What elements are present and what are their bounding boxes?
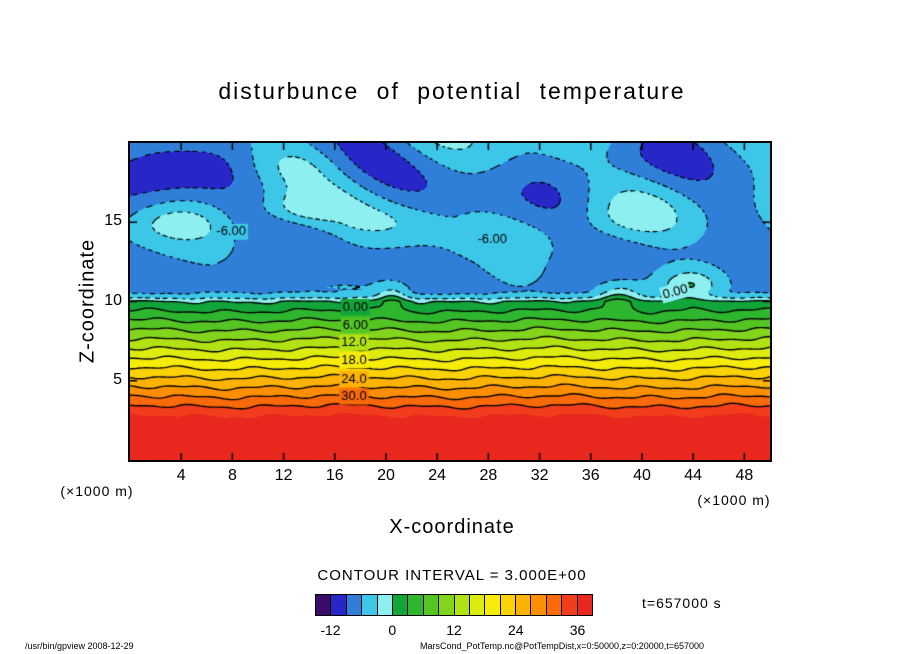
z-tick-label: 15 xyxy=(104,212,122,230)
x-tick-label: 32 xyxy=(530,467,549,484)
x-tick-label: 28 xyxy=(479,467,498,484)
x-tick-label: 36 xyxy=(581,467,600,484)
colorbar-tick-label: 12 xyxy=(446,622,462,638)
colorbar-cell xyxy=(345,595,362,615)
colorbar-tick-label: -12 xyxy=(320,622,341,638)
x-tick-label: 24 xyxy=(428,467,447,484)
footer-command-line: /usr/bin/gpview 2008-12-29 xyxy=(25,641,134,651)
colorbar-cell xyxy=(391,595,408,615)
colorbar-cell xyxy=(376,595,392,615)
x-tick-label: 20 xyxy=(377,467,395,484)
z-tick-label: 10 xyxy=(104,291,122,309)
time-label: t=657000 s xyxy=(642,595,722,611)
colorbar-cell xyxy=(422,595,439,615)
colorbar-cell xyxy=(576,595,593,615)
colorbar-tick-label: 24 xyxy=(507,622,524,638)
plot-frame xyxy=(128,141,772,462)
colorbar-cell xyxy=(484,595,500,615)
colorbar-tick-label: 0 xyxy=(388,622,397,638)
colorbar-cell xyxy=(361,595,377,615)
colorbar-cell xyxy=(561,595,577,615)
plot-title: disturbunce of potential temperature xyxy=(218,78,686,104)
x-tick-label: 40 xyxy=(633,467,651,484)
footer-source-info: MarsCond_PotTemp.nc@PotTempDist,x=0:5000… xyxy=(420,641,705,651)
x-axis-label: X-coordinate xyxy=(389,516,515,538)
x-tick-label: 16 xyxy=(325,467,344,484)
colorbar-cell xyxy=(530,595,546,615)
z-axis-unit-label: (×1000 m) xyxy=(60,483,134,499)
colorbar-cell xyxy=(407,595,423,615)
contour-plot-canvas xyxy=(130,143,770,460)
colorbar-cell xyxy=(515,595,531,615)
x-axis-unit-label: (×1000 m) xyxy=(697,492,771,508)
colorbar-cell xyxy=(316,595,331,615)
colorbar-cell xyxy=(468,595,485,615)
x-tick-label: 12 xyxy=(274,467,293,484)
colorbar-tick-label: 36 xyxy=(569,622,586,638)
colorbar-cell xyxy=(453,595,469,615)
x-tick-label: 48 xyxy=(735,467,754,484)
colorbar-cell xyxy=(499,595,516,615)
z-tick-label: 5 xyxy=(113,370,122,388)
x-tick-label: 44 xyxy=(684,467,703,484)
x-tick-label: 4 xyxy=(176,467,186,484)
colorbar xyxy=(315,594,593,616)
colorbar-cell xyxy=(545,595,562,615)
x-tick-label: 8 xyxy=(227,467,237,484)
colorbar-cell xyxy=(330,595,346,615)
colorbar-cell xyxy=(438,595,454,615)
contour-interval-label: CONTOUR INTERVAL = 3.000E+00 xyxy=(317,567,587,584)
